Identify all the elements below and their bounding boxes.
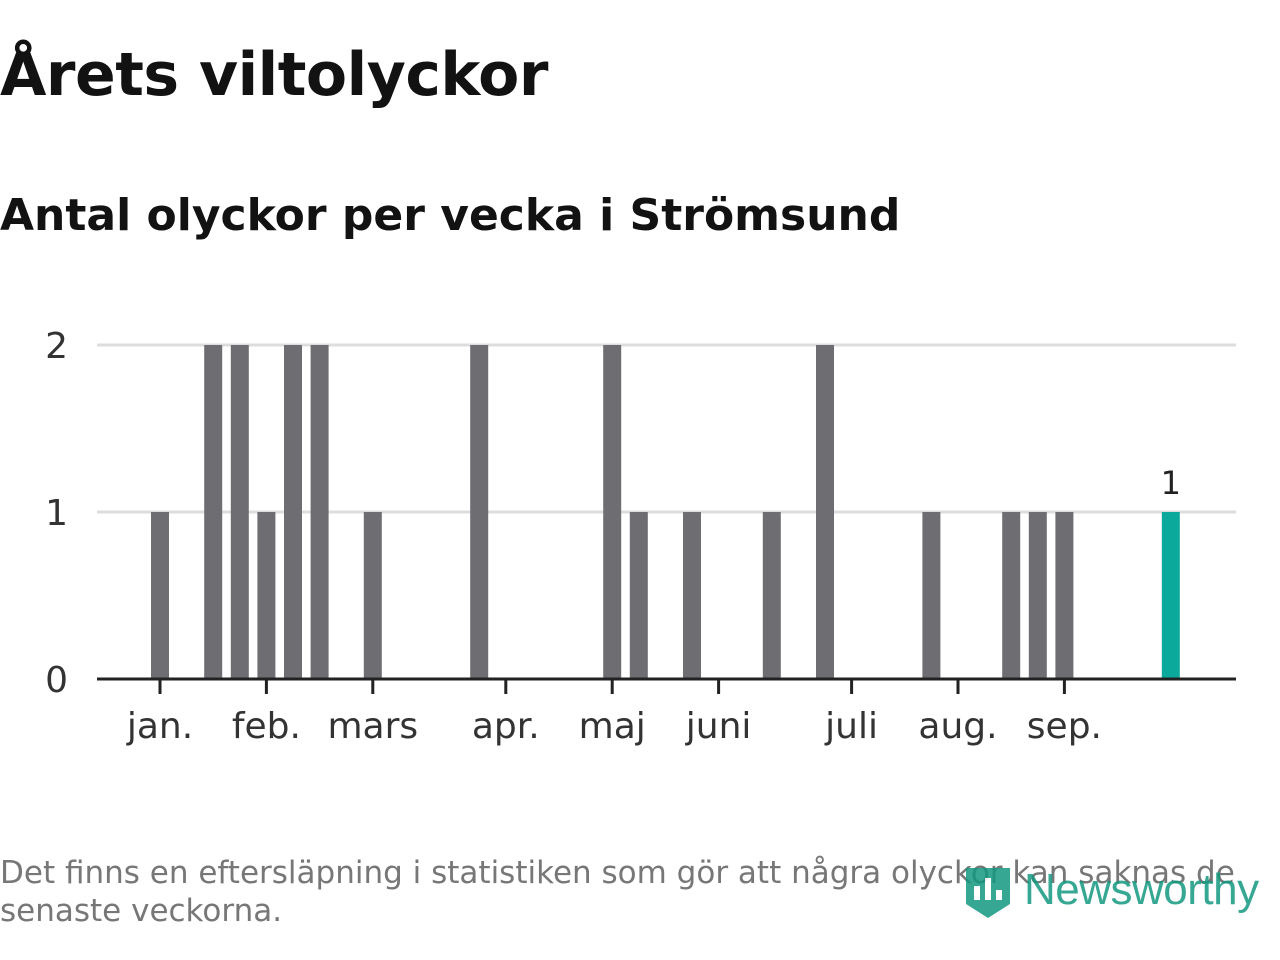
bar [284,345,302,679]
bar [310,345,329,679]
bar [816,345,834,679]
bar [363,512,382,679]
x-tick-label: juli [824,706,878,747]
bar [762,512,781,679]
newsworthy-logo-icon [966,868,1010,918]
bar [629,512,648,679]
x-tick-label: apr. [472,706,540,747]
y-axis-ticks: 0 1 2 [45,326,68,701]
bar [1028,512,1047,679]
y-tick-label: 0 [45,660,68,701]
x-axis-ticks: jan. feb. mars apr. maj juni juli aug. sep. [126,679,1102,747]
x-tick-label: juni [685,706,752,747]
bar [1002,512,1021,679]
chart-title: Årets viltolyckor [0,40,549,110]
bar [1055,512,1074,679]
x-tick-label: maj [579,706,646,747]
bar [922,512,941,679]
chart-subtitle: Antal olyckor per vecka i Strömsund [0,190,901,241]
logo-text: Newsworthy [1024,865,1259,914]
annotations: 1 [1161,464,1181,502]
x-tick-label: sep. [1027,706,1102,747]
data-label: 1 [1161,464,1181,502]
x-tick-label: mars [327,706,418,747]
x-tick-label: jan. [126,706,193,747]
bar-chart: 012 jan. feb. mars apr. maj juni juli aug. sep. … [45,326,1236,747]
bars [151,345,1180,679]
bar [151,512,169,679]
y-tick-label: 1 [45,493,68,534]
bar [470,345,489,679]
bar [230,345,249,679]
x-tick-label: feb. [232,706,301,747]
x-tick-label: aug. [918,706,997,747]
newsworthy-logo: Newsworthy [962,860,1259,920]
y-tick-label: 2 [45,326,68,367]
bar [603,345,622,679]
bar [1161,512,1180,679]
bar [257,512,276,679]
bar [204,345,223,679]
footnote: Det finns en eftersläpning i statistiken… [0,855,1235,929]
bar [683,512,701,679]
grid-lines [97,343,1236,514]
